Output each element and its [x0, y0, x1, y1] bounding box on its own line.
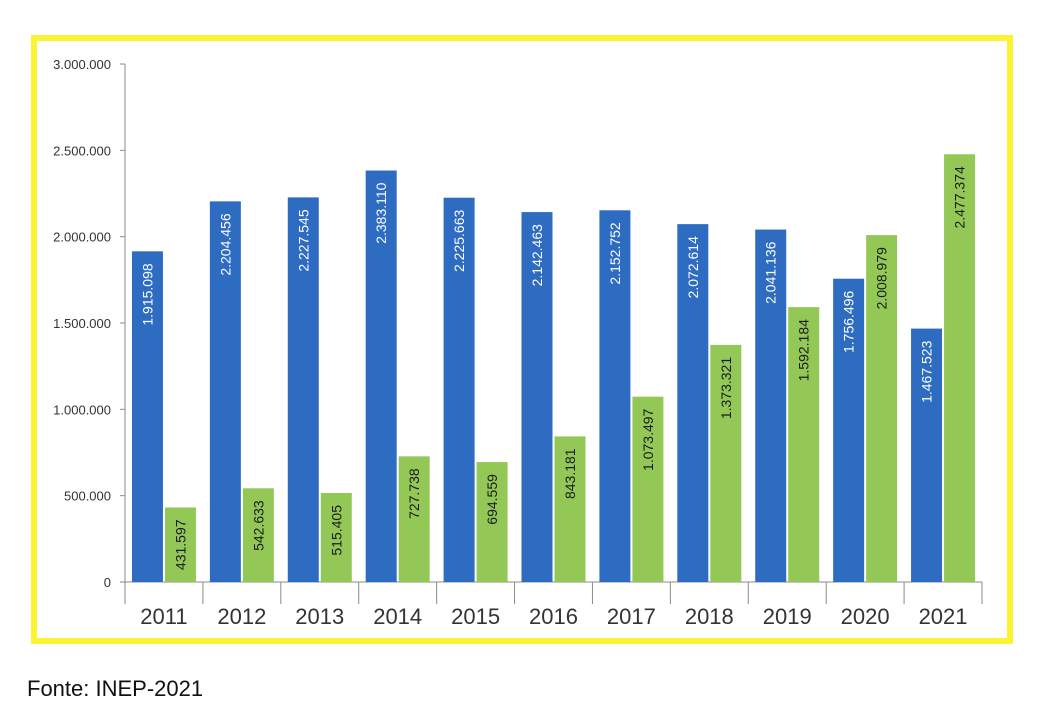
bar-series-2 — [788, 307, 820, 582]
data-label-series-1: 1.467.523 — [919, 340, 935, 402]
bar-series-2 — [944, 154, 976, 582]
x-tick-label: 2015 — [451, 604, 500, 629]
y-tick-label: 1.000.000 — [53, 402, 111, 417]
data-label-series-2: 843.181 — [562, 448, 578, 499]
y-tick-label: 2.500.000 — [53, 143, 111, 158]
bar-series-1 — [833, 278, 865, 582]
y-tick-label: 3.000.000 — [53, 57, 111, 72]
y-tick-label: 0 — [104, 575, 111, 590]
bar-series-2 — [164, 507, 196, 582]
data-label-series-2: 542.633 — [250, 500, 266, 551]
x-tick-label: 2012 — [217, 604, 266, 629]
data-label-series-1: 2.142.463 — [529, 224, 545, 286]
data-label-series-2: 1.373.321 — [718, 357, 734, 419]
bar-series-2 — [476, 462, 508, 582]
y-tick-label: 1.500.000 — [53, 316, 111, 331]
data-label-series-1: 2.072.614 — [685, 236, 701, 298]
data-label-series-1: 2.204.456 — [217, 213, 233, 275]
bar-series-2 — [866, 235, 898, 583]
bar-series-1 — [599, 210, 631, 582]
data-label-series-1: 2.227.545 — [295, 209, 311, 271]
x-tick-label: 2013 — [295, 604, 344, 629]
data-label-series-1: 2.225.663 — [451, 210, 467, 272]
x-tick-label: 2014 — [373, 604, 422, 629]
x-tick-label: 2018 — [685, 604, 734, 629]
x-tick-label: 2016 — [529, 604, 578, 629]
bar-series-2 — [320, 493, 352, 582]
x-tick-label: 2020 — [841, 604, 890, 629]
bar-series-1 — [443, 197, 475, 582]
data-label-series-1: 2.152.752 — [607, 222, 623, 284]
x-tick-label: 2019 — [763, 604, 812, 629]
data-label-series-2: 727.738 — [406, 468, 422, 519]
y-tick-label: 500.000 — [64, 489, 111, 504]
bar-series-1 — [521, 212, 553, 582]
bar-series-1 — [911, 328, 943, 582]
bar-series-1 — [287, 197, 319, 582]
bar-series-2 — [242, 488, 274, 582]
bar-series-2 — [632, 396, 664, 582]
bar-series-2 — [398, 456, 430, 582]
source-caption: Fonte: INEP-2021 — [27, 676, 204, 701]
bar-series-1 — [755, 229, 787, 583]
data-label-series-2: 515.405 — [328, 505, 344, 556]
bar-series-2 — [710, 344, 742, 582]
x-tick-label: 2021 — [919, 604, 968, 629]
data-label-series-1: 2.041.136 — [763, 241, 779, 303]
data-label-series-1: 2.383.110 — [373, 182, 389, 243]
bar-series-2 — [554, 436, 586, 582]
data-label-series-2: 694.559 — [484, 474, 500, 525]
y-tick-label: 2.000.000 — [53, 230, 111, 245]
bar-series-1 — [209, 201, 241, 582]
x-tick-label: 2017 — [607, 604, 656, 629]
data-label-series-2: 431.597 — [172, 519, 188, 570]
bar-series-1 — [365, 170, 397, 582]
x-tick-label: 2011 — [140, 604, 187, 629]
data-label-series-1: 1.915.098 — [139, 263, 155, 325]
bar-series-1 — [131, 251, 163, 582]
data-label-series-1: 1.756.496 — [841, 291, 857, 353]
data-label-series-2: 1.073.497 — [640, 408, 656, 470]
data-label-series-2: 2.477.374 — [952, 166, 968, 228]
data-label-series-2: 1.592.184 — [796, 319, 812, 381]
bar-series-1 — [677, 224, 709, 582]
data-label-series-2: 2.008.979 — [874, 247, 890, 309]
